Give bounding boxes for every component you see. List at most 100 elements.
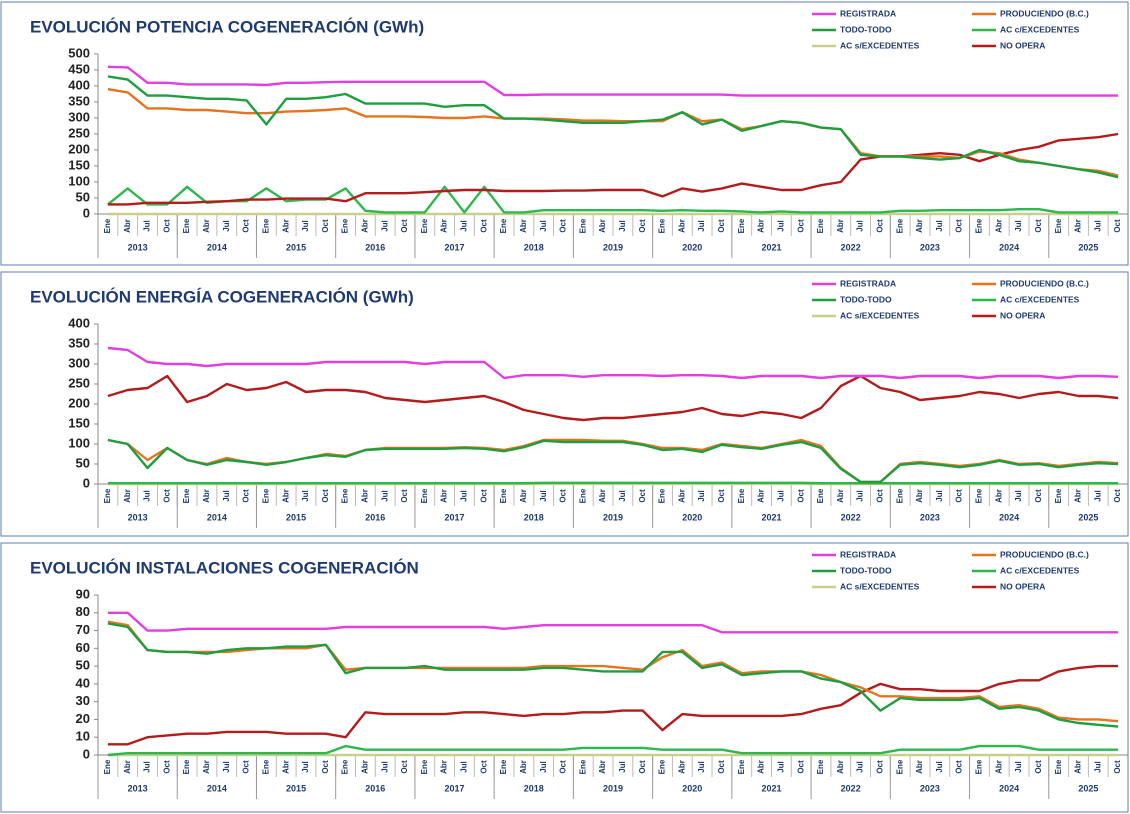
x-tick-label: Abr [994,219,1003,233]
y-tick-label: 20 [76,711,90,726]
legend-label: TODO-TODO [840,294,892,304]
x-tick-label: Abr [836,760,845,774]
y-tick-label: 80 [76,604,90,619]
chart-title: EVOLUCIÓN ENERGÍA COGENERACIÓN (GWh) [30,287,414,306]
x-tick-label: Oct [1113,219,1122,233]
chart-title: EVOLUCIÓN POTENCIA COGENERACIÓN (GWh) [30,17,424,36]
x-tick-label: Oct [796,219,805,233]
x-tick-label: Oct [400,489,409,503]
x-tick-label: Oct [638,489,647,503]
x-tick-label: Jul [935,490,944,502]
x-tick-label: Jul [539,761,548,773]
x-tick-label: Abr [361,489,370,503]
year-label: 2018 [524,242,544,252]
year-label: 2020 [682,242,702,252]
year-label: 2016 [365,512,385,522]
x-tick-label: Oct [876,219,885,233]
x-tick-label: Oct [400,760,409,774]
year-label: 2021 [761,783,781,793]
series-line [107,185,1119,214]
x-tick-label: Oct [479,760,488,774]
year-label: 2019 [603,242,623,252]
x-tick-label: Ene [578,759,587,774]
year-label: 2022 [841,783,861,793]
series-line [107,664,1119,746]
y-tick-label: 400 [68,77,90,92]
x-tick-label: Jul [301,761,310,773]
year-label: 2022 [841,512,861,522]
x-tick-label: Ene [816,218,825,233]
x-tick-label: Ene [895,488,904,503]
x-tick-label: Jul [856,220,865,232]
x-tick-label: Oct [321,489,330,503]
series-line [107,438,1119,484]
x-tick-label: Ene [895,218,904,233]
series-line [107,611,1119,634]
year-label: 2015 [286,512,306,522]
y-tick-label: 350 [68,335,90,350]
x-tick-label: Abr [836,219,845,233]
x-tick-label: Abr [519,760,528,774]
x-tick-label: Abr [361,219,370,233]
x-tick-label: Oct [479,219,488,233]
series-line [107,744,1119,757]
x-tick-label: Abr [915,219,924,233]
year-label: 2020 [682,512,702,522]
x-tick-label: Jul [776,761,785,773]
x-tick-label: Abr [440,760,449,774]
x-tick-label: Jul [1093,490,1102,502]
y-tick-label: 40 [76,675,90,690]
x-tick-label: Oct [1034,760,1043,774]
x-tick-label: Abr [281,760,290,774]
year-label: 2015 [286,783,306,793]
year-label: 2017 [445,512,465,522]
x-tick-label: Jul [539,220,548,232]
x-tick-label: Jul [935,220,944,232]
legend-label: PRODUCIENDO (B.C.) [1000,278,1089,288]
x-tick-label: Ene [341,218,350,233]
y-tick-label: 90 [76,586,90,601]
year-label: 2018 [524,512,544,522]
legend-label: NO OPERA [1000,310,1045,320]
x-tick-label: Jul [776,220,785,232]
y-tick-label: 0 [83,475,90,490]
x-tick-label: Jul [1093,761,1102,773]
x-tick-label: Abr [677,489,686,503]
y-tick-label: 150 [68,157,90,172]
y-tick-label: 10 [76,729,90,744]
x-tick-label: Ene [420,488,429,503]
x-tick-label: Jul [222,490,231,502]
x-tick-label: Jul [935,761,944,773]
legend-label: NO OPERA [1000,40,1045,50]
y-tick-label: 0 [83,746,90,761]
y-tick-label: 50 [76,658,90,673]
x-tick-label: Jul [143,490,152,502]
x-tick-label: Jul [380,220,389,232]
x-tick-label: Ene [975,759,984,774]
x-tick-label: Abr [361,760,370,774]
x-tick-label: Abr [440,219,449,233]
y-tick-label: 150 [68,415,90,430]
y-tick-label: 0 [83,205,90,220]
legend-label: AC s/EXCEDENTES [840,310,920,320]
x-tick-label: Ene [1054,218,1063,233]
y-tick-label: 300 [68,109,90,124]
x-tick-label: Jul [618,490,627,502]
x-tick-label: Oct [955,489,964,503]
y-tick-label: 450 [68,61,90,76]
y-tick-label: 30 [76,693,90,708]
series-line [107,132,1119,206]
x-tick-label: Oct [1034,219,1043,233]
year-label: 2024 [999,512,1019,522]
x-tick-label: Abr [598,219,607,233]
panel-frame [0,1,1129,266]
x-tick-label: Oct [242,489,251,503]
x-tick-label: Oct [638,760,647,774]
x-tick-label: Jul [697,220,706,232]
x-tick-label: Ene [499,488,508,503]
x-tick-label: Ene [182,488,191,503]
x-tick-label: Oct [1113,489,1122,503]
y-tick-label: 400 [68,315,90,330]
x-tick-label: Ene [658,218,667,233]
